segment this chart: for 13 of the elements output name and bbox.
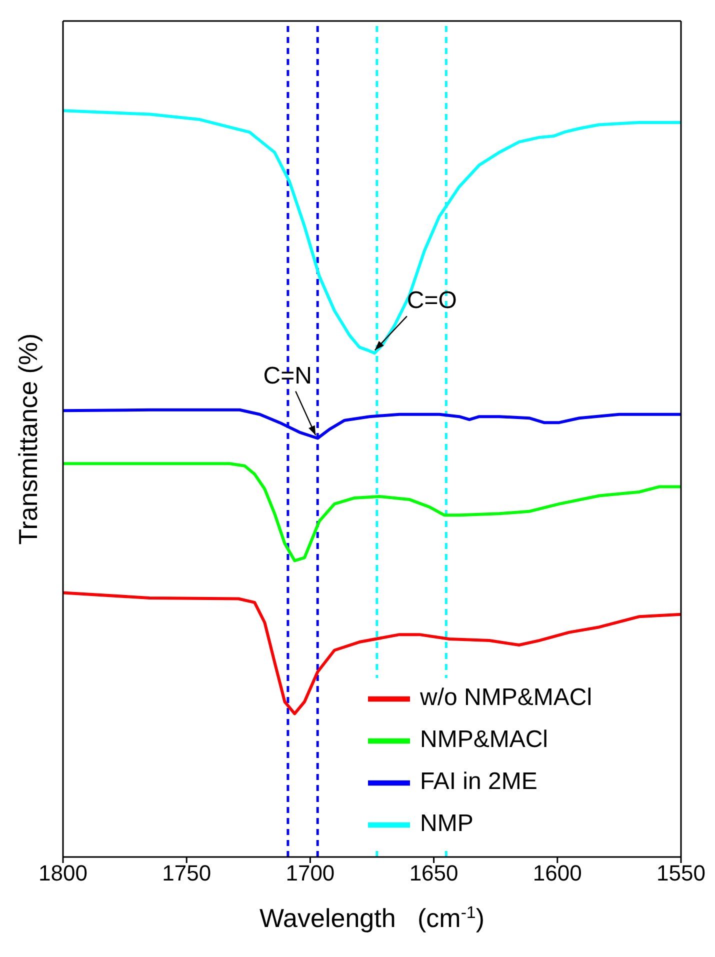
legend-label: w/o NMP&MACl <box>420 684 592 712</box>
x-tick-label: 1650 <box>409 860 458 886</box>
x-tick-label: 1800 <box>38 860 88 886</box>
x-tick-label: 1700 <box>286 860 335 886</box>
x-tick-label: 1600 <box>532 860 582 886</box>
x-tick-label: 1750 <box>162 860 212 886</box>
annotation: C=N <box>263 362 312 390</box>
x-tick-label: 1550 <box>656 860 706 886</box>
legend-label: NMP&MACl <box>420 726 548 754</box>
y-axis-title: Transmittance (%) <box>13 333 44 545</box>
legend-label: NMP <box>420 810 474 838</box>
x-axis-title: Wavelength (cm$^{-1}$) <box>259 902 485 933</box>
legend-label: FAI in 2ME <box>420 768 538 796</box>
